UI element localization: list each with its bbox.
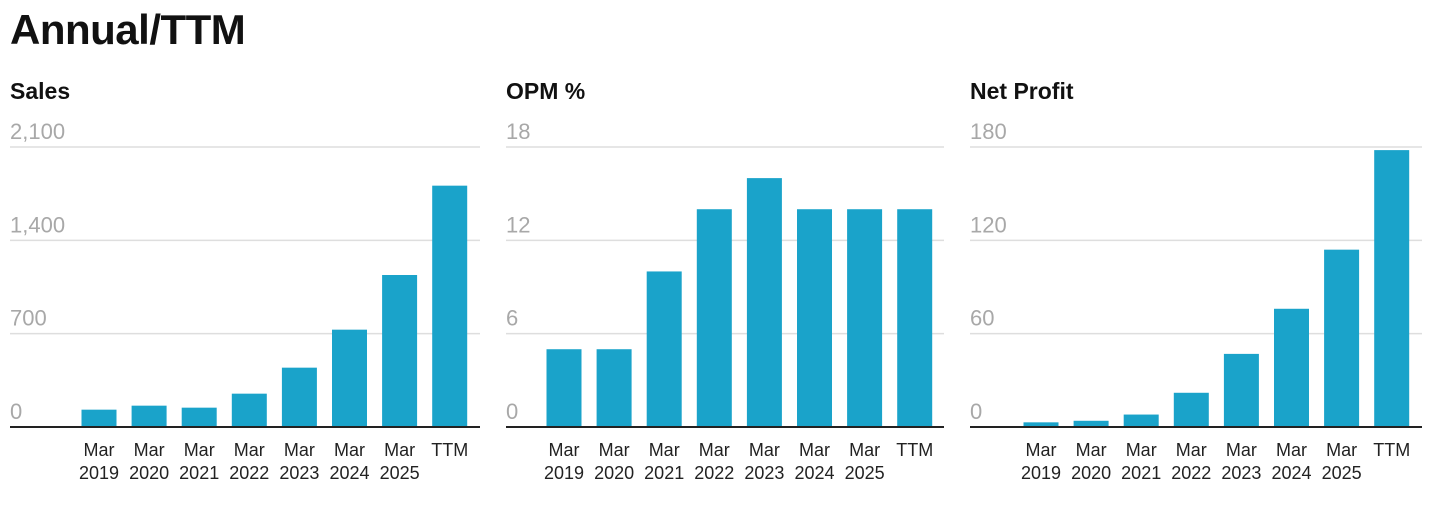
y-tick-label: 0 [10,399,22,424]
x-tick-label: Mar 2020 [594,440,634,483]
bar [1274,308,1309,427]
x-tick-label: Mar 2022 [1171,440,1211,483]
y-tick-label: 6 [506,306,518,331]
bar [181,407,217,427]
bar [797,209,832,427]
y-tick-label: 18 [506,119,530,144]
x-tick-label: Mar 2025 [845,440,885,483]
y-tick-label: 0 [970,399,982,424]
y-tick-label: 0 [506,399,518,424]
bar [546,349,582,427]
y-tick-label: 2,100 [10,119,65,144]
bar [1023,422,1059,427]
x-tick-label: Mar 2024 [329,440,369,483]
bar [746,178,782,427]
x-tick-label: Mar 2020 [1071,440,1111,483]
bar [646,271,682,427]
bar [131,405,167,427]
bar [1173,392,1209,427]
y-tick-label: 700 [10,306,47,331]
bar [1073,420,1109,427]
y-tick-label: 1,400 [10,212,65,237]
x-tick-label: TTM [896,440,933,460]
net-profit-chart-panel: Net Profit 0 60 120 180 Mar 2019 Mar 2020 Mar 202… [970,74,1422,504]
y-tick-label: 180 [970,119,1007,144]
x-tick-label: Mar 2019 [544,440,584,483]
bar [281,367,317,427]
y-tick-label: 12 [506,212,530,237]
bar [231,393,267,427]
opm-chart-panel: OPM % 0 6 12 18 Mar 2019 Mar 2020 Mar 2021 Mar 2022… [506,74,944,504]
x-tick-label: Mar 2019 [1021,440,1061,483]
x-tick-label: Mar 2020 [129,440,169,483]
x-tick-label: TTM [1373,440,1410,460]
bar [847,209,883,427]
x-tick-label: Mar 2023 [744,440,784,483]
x-tick-label: Mar 2021 [179,440,219,483]
y-tick-label: 120 [970,212,1007,237]
x-tick-label: Mar 2023 [1221,440,1261,483]
x-tick-label: Mar 2022 [229,440,269,483]
chart-title: Net Profit [970,78,1074,104]
chart-title: OPM % [506,78,586,104]
bar [696,209,732,427]
bar [1374,150,1410,427]
x-tick-label: Mar 2025 [1322,440,1362,483]
x-tick-label: TTM [431,440,468,460]
bar [1223,353,1259,427]
bar [332,329,367,427]
chart-title: Sales [10,78,71,104]
bar [596,349,632,427]
x-tick-label: Mar 2021 [1121,440,1161,483]
page-title: Annual/TTM [10,6,246,53]
bar [81,409,117,427]
x-tick-label: Mar 2019 [79,440,119,483]
x-tick-label: Mar 2024 [794,440,834,483]
x-tick-label: Mar 2022 [694,440,734,483]
sales-chart-panel: Sales 0 700 1,400 2,100 Mar 2019 Mar 2020 Mar 202… [10,74,480,504]
bar [1123,414,1159,427]
bar [432,185,468,427]
y-tick-label: 60 [970,306,994,331]
bar [1324,249,1360,427]
x-tick-label: Mar 2025 [380,440,420,483]
x-tick-label: Mar 2023 [279,440,319,483]
bar [897,209,933,427]
x-tick-label: Mar 2021 [644,440,684,483]
x-tick-label: Mar 2024 [1271,440,1311,483]
bar [382,275,418,427]
